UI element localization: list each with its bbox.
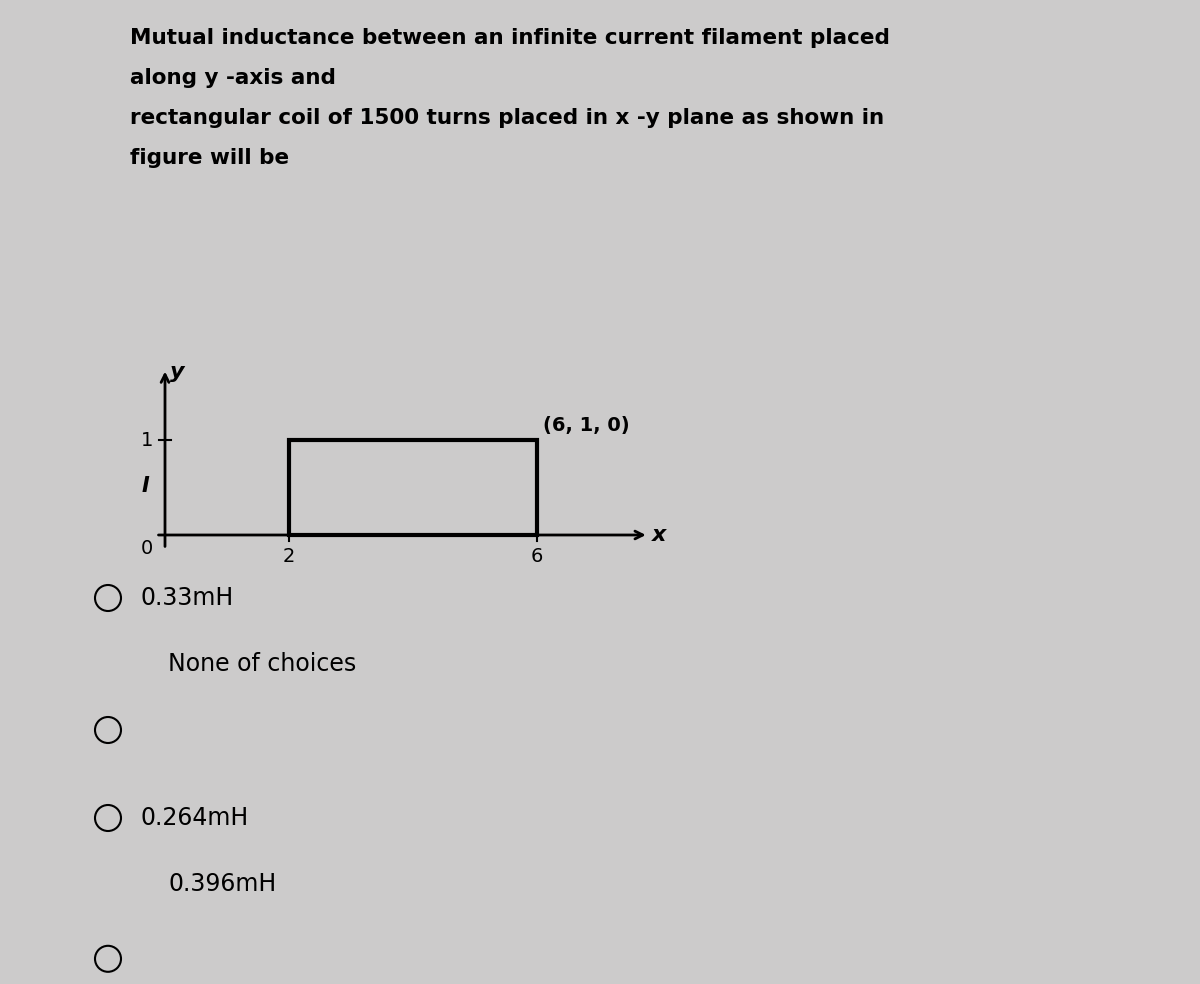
Text: rectangular coil of 1500 turns placed in x -y plane as shown in: rectangular coil of 1500 turns placed in… xyxy=(130,108,884,128)
Text: 0.396mH: 0.396mH xyxy=(168,872,276,896)
Text: 2: 2 xyxy=(283,547,295,566)
Text: 0: 0 xyxy=(140,539,154,558)
Bar xyxy=(289,440,538,535)
Text: I: I xyxy=(142,475,149,496)
Text: figure will be: figure will be xyxy=(130,148,289,168)
Text: along y -axis and: along y -axis and xyxy=(130,68,336,88)
Text: y: y xyxy=(170,362,185,382)
Text: 1: 1 xyxy=(140,430,154,450)
Text: 0.264mH: 0.264mH xyxy=(140,806,248,830)
Text: 6: 6 xyxy=(530,547,544,566)
Text: 0.33mH: 0.33mH xyxy=(140,586,233,610)
Text: x: x xyxy=(652,525,666,545)
Text: (6, 1, 0): (6, 1, 0) xyxy=(544,416,630,435)
Text: Mutual inductance between an infinite current filament placed: Mutual inductance between an infinite cu… xyxy=(130,28,890,48)
Text: None of choices: None of choices xyxy=(168,652,356,676)
